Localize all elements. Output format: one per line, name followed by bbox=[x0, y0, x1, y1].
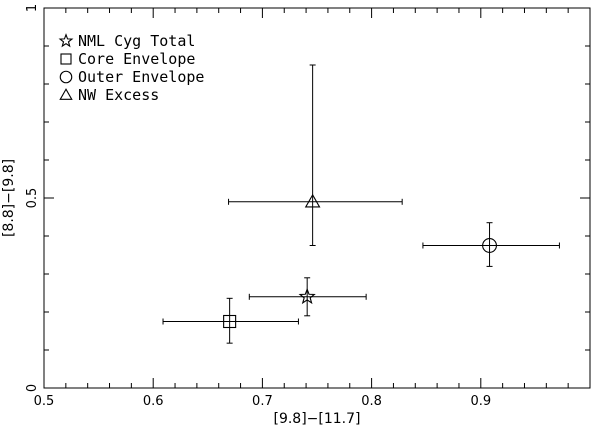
data-point-star bbox=[248, 277, 367, 317]
y-axis-label: [8.8]−[9.8] bbox=[1, 159, 17, 237]
x-tick-label: 0.5 bbox=[34, 394, 55, 409]
x-tick-label: 0.7 bbox=[252, 394, 273, 409]
legend-item: Core Envelope bbox=[60, 50, 195, 68]
y-tick-label: 0 bbox=[25, 384, 40, 392]
data-point-circle bbox=[422, 222, 560, 267]
marker-star bbox=[298, 287, 316, 305]
data-point-triangle bbox=[228, 64, 403, 246]
legend-label: Outer Envelope bbox=[78, 68, 204, 86]
legend-label: NML Cyg Total bbox=[78, 32, 195, 50]
data-marks bbox=[162, 64, 560, 344]
marker-triangle bbox=[304, 193, 321, 208]
data-point-square bbox=[162, 297, 299, 344]
x-axis-label: [9.8]−[11.7] bbox=[273, 411, 360, 427]
legend-item: NW Excess bbox=[59, 86, 159, 104]
legend-marker-triangle bbox=[59, 88, 73, 100]
marker-circle bbox=[482, 238, 497, 253]
legend-marker-square bbox=[60, 53, 72, 65]
y-tick-label: 0.5 bbox=[25, 188, 40, 209]
legend-label: NW Excess bbox=[78, 86, 159, 104]
legend-item: Outer Envelope bbox=[59, 68, 204, 86]
y-tick-label: 1 bbox=[25, 4, 40, 12]
legend-marker-star bbox=[58, 33, 74, 48]
x-tick-label: 0.9 bbox=[470, 394, 491, 409]
legend-marker-circle bbox=[59, 70, 73, 84]
x-tick-label: 0.6 bbox=[143, 394, 164, 409]
tick-labels: 0.5 0.6 0.7 0.8 0.9 0 0.5 1 bbox=[25, 4, 491, 409]
x-tick-label: 0.8 bbox=[361, 394, 382, 409]
marker-square bbox=[223, 314, 237, 329]
legend-item: NML Cyg Total bbox=[58, 32, 195, 50]
axis-ticks bbox=[43, 7, 591, 389]
legend-label: Core Envelope bbox=[78, 50, 195, 68]
